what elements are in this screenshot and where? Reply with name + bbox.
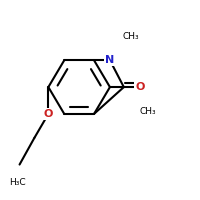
Text: O: O: [44, 109, 53, 119]
Text: N: N: [105, 55, 115, 65]
Text: H₃C: H₃C: [9, 178, 25, 187]
Text: CH₃: CH₃: [140, 107, 156, 116]
Text: CH₃: CH₃: [123, 32, 139, 41]
Text: O: O: [135, 82, 144, 92]
